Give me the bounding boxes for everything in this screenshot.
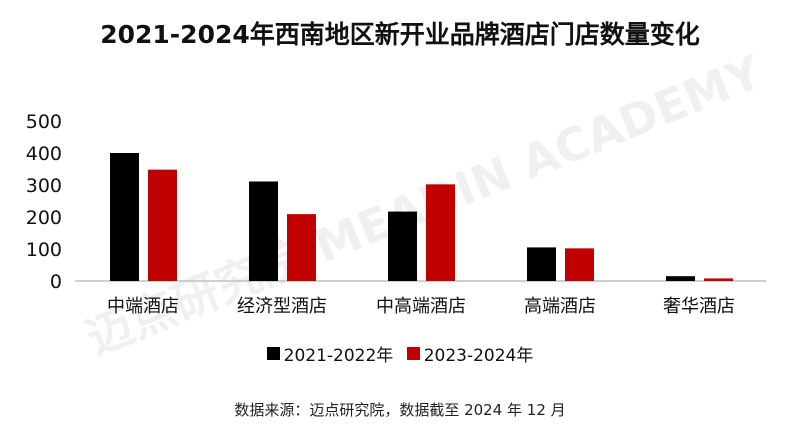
source-note: 数据来源：迈点研究院，数据截至 2024 年 12 月 [234, 401, 566, 419]
legend-item-1: 2021-2022年 [266, 341, 394, 366]
y-tick-label: 400 [26, 143, 62, 165]
legend-label: 2021-2022年 [283, 346, 394, 366]
y-tick-label: 300 [26, 175, 62, 197]
y-tick-label: 100 [26, 239, 62, 261]
y-tick-label: 200 [26, 207, 62, 229]
legend-swatch [406, 347, 420, 360]
bar-1-3 [388, 211, 417, 281]
watermark: 迈点研究院 MEADIN ACADEMY [79, 45, 770, 366]
bar-2-5 [704, 278, 733, 281]
legend-label: 2023-2024年 [423, 346, 534, 366]
legend: 2021-2022年 2023-2024年 [0, 341, 800, 366]
y-tick-label: 0 [50, 271, 62, 293]
y-tick-label: 500 [26, 111, 62, 133]
bar-2-1 [148, 169, 177, 281]
bar-1-1 [110, 153, 139, 281]
x-tick-label: 经济型酒店 [237, 296, 327, 317]
legend-item-2: 2023-2024年 [406, 341, 534, 366]
legend-swatch [266, 347, 280, 360]
bar-1-2 [249, 181, 278, 281]
bar-1-4 [527, 247, 556, 281]
bar-2-2 [287, 214, 316, 281]
x-tick-label: 中端酒店 [107, 296, 179, 317]
bar-2-4 [565, 248, 594, 281]
bar-2-3 [426, 184, 455, 281]
bar-1-5 [666, 276, 695, 281]
x-tick-label: 奢华酒店 [663, 296, 735, 317]
x-tick-label: 高端酒店 [524, 296, 596, 317]
x-tick-label: 中高端酒店 [376, 296, 466, 317]
chart-title: 2021-2024年西南地区新开业品牌酒店门店数量变化 [100, 20, 700, 49]
